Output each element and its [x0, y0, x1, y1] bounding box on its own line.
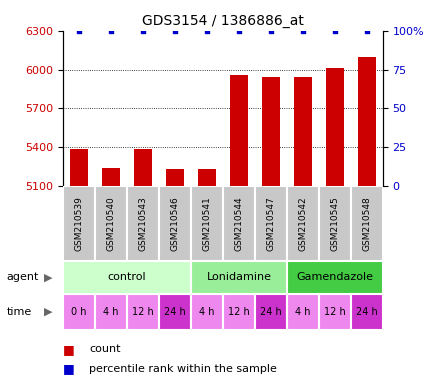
Point	[76, 28, 82, 34]
Bar	[350, 186, 382, 261]
Bar	[191, 261, 286, 294]
Text: 24 h: 24 h	[260, 307, 281, 317]
Bar	[134, 149, 151, 186]
Text: agent: agent	[7, 272, 39, 283]
Bar	[159, 186, 191, 261]
Bar	[357, 56, 375, 186]
Bar	[159, 294, 191, 330]
Bar	[63, 186, 95, 261]
Text: Gamendazole: Gamendazole	[296, 272, 372, 283]
Text: GSM210547: GSM210547	[266, 196, 275, 251]
Point	[267, 28, 274, 34]
Point	[171, 28, 178, 34]
Text: 24 h: 24 h	[355, 307, 377, 317]
Text: Lonidamine: Lonidamine	[206, 272, 271, 283]
Bar	[222, 186, 254, 261]
Text: 24 h: 24 h	[164, 307, 185, 317]
Text: 4 h: 4 h	[103, 307, 118, 317]
Bar	[166, 169, 183, 186]
Bar	[63, 261, 191, 294]
Bar	[127, 186, 159, 261]
Bar	[254, 186, 286, 261]
Text: 4 h: 4 h	[199, 307, 214, 317]
Text: count: count	[89, 344, 120, 354]
Point	[299, 28, 306, 34]
Bar	[326, 68, 343, 186]
Text: ▶: ▶	[43, 307, 52, 317]
Text: 12 h: 12 h	[227, 307, 249, 317]
Text: 12 h: 12 h	[132, 307, 154, 317]
Text: 4 h: 4 h	[294, 307, 310, 317]
Bar	[63, 294, 95, 330]
Bar	[350, 294, 382, 330]
Point	[235, 28, 242, 34]
Bar	[95, 294, 127, 330]
Text: control: control	[108, 272, 146, 283]
Text: ■: ■	[63, 343, 79, 356]
Bar	[198, 169, 215, 186]
Bar	[286, 261, 382, 294]
Text: time: time	[7, 307, 32, 317]
Text: GSM210542: GSM210542	[298, 196, 307, 251]
Bar	[318, 294, 350, 330]
Point	[331, 28, 338, 34]
Bar	[293, 77, 311, 186]
Point	[362, 28, 369, 34]
Text: GSM210548: GSM210548	[362, 196, 371, 251]
Bar	[102, 168, 119, 186]
Bar	[70, 149, 88, 186]
Bar	[318, 186, 350, 261]
Point	[107, 28, 114, 34]
Bar	[191, 186, 223, 261]
Bar	[254, 294, 286, 330]
Text: 0 h: 0 h	[71, 307, 87, 317]
Bar	[262, 77, 279, 186]
Text: 12 h: 12 h	[323, 307, 345, 317]
Bar	[286, 186, 318, 261]
Title: GDS3154 / 1386886_at: GDS3154 / 1386886_at	[141, 14, 303, 28]
Bar	[127, 294, 159, 330]
Point	[139, 28, 146, 34]
Text: ▶: ▶	[43, 272, 52, 283]
Bar	[222, 294, 254, 330]
Text: ■: ■	[63, 362, 79, 375]
Text: GSM210539: GSM210539	[74, 196, 83, 251]
Point	[203, 28, 210, 34]
Bar	[191, 294, 223, 330]
Text: GSM210543: GSM210543	[138, 196, 147, 251]
Text: GSM210541: GSM210541	[202, 196, 211, 251]
Text: GSM210540: GSM210540	[106, 196, 115, 251]
Bar	[286, 294, 318, 330]
Text: GSM210546: GSM210546	[170, 196, 179, 251]
Text: GSM210545: GSM210545	[329, 196, 339, 251]
Bar	[95, 186, 127, 261]
Bar	[230, 75, 247, 186]
Text: GSM210544: GSM210544	[234, 196, 243, 251]
Text: percentile rank within the sample: percentile rank within the sample	[89, 364, 276, 374]
